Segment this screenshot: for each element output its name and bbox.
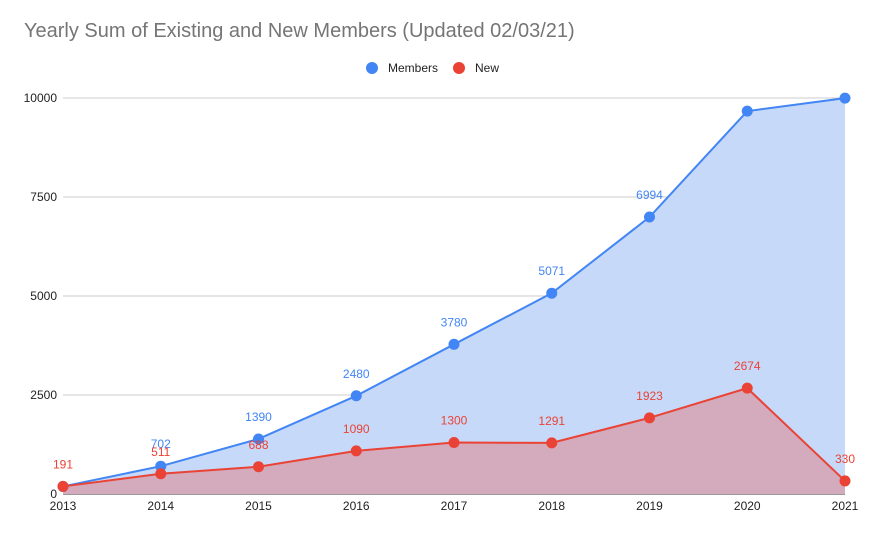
new-data-label: 2674 (734, 359, 761, 373)
x-tick-label: 2019 (636, 499, 663, 513)
new-data-label: 1291 (538, 414, 565, 428)
members-point (839, 92, 851, 104)
new-point (448, 437, 460, 449)
y-tick-label: 0 (50, 487, 57, 501)
new-point (546, 437, 558, 449)
new-point (644, 412, 655, 424)
y-tick-label: 10000 (24, 91, 58, 105)
x-tick-label: 2015 (245, 499, 272, 513)
new-data-label: 1300 (441, 414, 468, 428)
y-tick-label: 2500 (30, 388, 57, 402)
new-point (741, 382, 753, 394)
members-area (63, 98, 845, 495)
new-data-label: 511 (151, 445, 170, 459)
members-data-label: 6994 (636, 188, 663, 202)
x-tick-label: 2021 (832, 499, 859, 513)
members-point (253, 433, 264, 445)
y-tick-label: 7500 (30, 190, 57, 204)
new-point (57, 480, 69, 492)
legend-marker-members (366, 62, 378, 74)
legend-marker-new (453, 62, 465, 74)
new-data-label: 1923 (636, 389, 663, 403)
x-tick-label: 2018 (538, 499, 565, 513)
new-point (839, 475, 851, 487)
new-data-label: 330 (835, 452, 855, 466)
new-data-label: 688 (248, 438, 268, 452)
members-point (644, 211, 655, 223)
members-data-label: 702 (151, 437, 171, 451)
members-point (546, 287, 558, 299)
members-point (741, 105, 753, 117)
legend-label-new: New (475, 61, 499, 75)
new-point (155, 468, 167, 480)
y-tick-label: 5000 (30, 289, 57, 303)
x-tick-label: 2016 (343, 499, 370, 513)
members-point (350, 390, 362, 402)
legend-label-members: Members (388, 61, 438, 75)
members-data-label: 2480 (343, 367, 370, 381)
x-tick-label: 2013 (50, 499, 77, 513)
members-data-label: 5071 (538, 264, 565, 278)
new-data-label: 1090 (343, 422, 370, 436)
x-tick-label: 2020 (734, 499, 761, 513)
members-point (155, 460, 167, 472)
new-point (253, 461, 264, 473)
new-point (350, 445, 362, 457)
members-data-label: 1390 (245, 410, 272, 424)
members-point (448, 338, 460, 350)
new-data-label: 191 (53, 457, 73, 471)
x-tick-label: 2017 (441, 499, 468, 513)
chart-title: Yearly Sum of Existing and New Members (… (24, 20, 575, 42)
members-data-label: 3780 (441, 315, 468, 329)
x-tick-label: 2014 (147, 499, 174, 513)
